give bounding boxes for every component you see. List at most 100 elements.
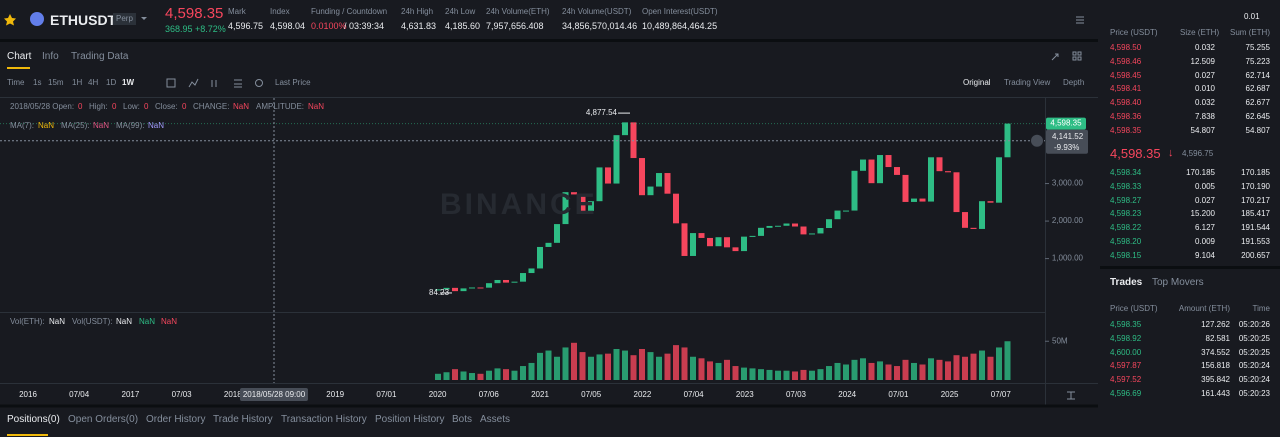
price-type[interactable]: Last Price: [275, 78, 311, 87]
candle: [826, 219, 832, 229]
candle: [928, 157, 934, 202]
volume-bar: [809, 370, 815, 380]
bottom-tab[interactable]: Order History: [146, 414, 206, 425]
legend-value: 0: [182, 102, 187, 111]
volume-bar: [545, 350, 552, 380]
candle: [953, 172, 960, 213]
volume-bar: [520, 366, 526, 380]
candle: [588, 201, 594, 211]
candle: [945, 171, 951, 173]
bottom-tab[interactable]: Position History: [375, 414, 445, 425]
candle: [724, 237, 730, 248]
bottom-bar: [0, 406, 1098, 437]
bottom-tab[interactable]: Bots: [452, 414, 473, 425]
order-book-panel: [1100, 0, 1280, 437]
bid-cell: 191.553: [1241, 237, 1270, 246]
ask-cell: 62.645: [1245, 112, 1270, 121]
candle: [707, 237, 713, 247]
trades-tab[interactable]: Top Movers: [1152, 277, 1204, 288]
bid-cell: 4,598.23: [1110, 209, 1142, 219]
volume-bar: [494, 368, 501, 380]
bottom-tab[interactable]: Open Orders(0): [68, 414, 139, 425]
volume-bar: [460, 371, 467, 380]
volume-bar: [1004, 341, 1011, 380]
bottom-tab[interactable]: Transaction History: [281, 414, 367, 425]
bid-cell: 170.190: [1241, 181, 1270, 191]
trade-cell: 05:20:23: [1238, 389, 1270, 398]
trade-cell: 05:20:25: [1238, 347, 1270, 357]
volume-bar: [902, 359, 909, 380]
favorite-star[interactable]: [4, 14, 16, 26]
candle: [911, 198, 917, 202]
candle: [435, 289, 441, 291]
volume-bar: [647, 352, 654, 380]
trades-tab[interactable]: Trades: [1110, 277, 1143, 288]
volume-bar: [477, 373, 484, 380]
x-tick-label: 07/06: [479, 390, 500, 399]
legend-value: NaN: [93, 121, 110, 130]
candle: [766, 225, 773, 228]
interval[interactable]: 4H: [88, 78, 99, 87]
candle: [630, 122, 637, 159]
volume-bar: [894, 366, 900, 380]
ask-cell: 4,598.41: [1110, 84, 1142, 94]
interval[interactable]: 1W: [122, 78, 134, 87]
view-option[interactable]: Depth: [1063, 78, 1085, 87]
x-tick-label: 2017: [122, 390, 140, 399]
bottom-tab[interactable]: Positions(0): [7, 414, 60, 425]
candle: [622, 122, 628, 136]
x-tick-label: 2023: [736, 390, 754, 399]
volume-bar: [732, 366, 739, 380]
trade-cell: 4,598.35: [1110, 320, 1142, 329]
stat-value: 4,631.83: [401, 21, 437, 31]
tick-size[interactable]: 0.01: [1244, 12, 1260, 21]
bid-cell: 191.544: [1241, 223, 1270, 233]
chart-tab[interactable]: Info: [42, 51, 59, 62]
volume-bar: [554, 356, 560, 380]
candle: [545, 242, 552, 247]
volume-bar: [826, 366, 832, 380]
x-tick-label: 2025: [941, 390, 959, 399]
candle: [477, 287, 484, 289]
volume-bar: [919, 364, 926, 380]
candle: [664, 173, 671, 194]
candle: [460, 288, 467, 292]
candle: [800, 226, 807, 235]
mid-price: 4,598.35: [1110, 146, 1161, 161]
chart-tab[interactable]: Chart: [7, 51, 32, 62]
book-header: Sum (ETH): [1230, 28, 1270, 37]
x-tick-label: 2018: [224, 390, 242, 399]
ask-cell: 4,598.35: [1110, 125, 1142, 135]
bid-cell: 4,598.22: [1110, 223, 1142, 233]
interval[interactable]: 1s: [33, 78, 42, 87]
interval[interactable]: 15m: [48, 78, 64, 87]
crosshair-time: 2018/05/28 09:00: [243, 390, 306, 399]
dropdown-icon[interactable]: [141, 17, 147, 20]
ask-cell: 12.509: [1190, 56, 1215, 66]
x-tick-label: 07/04: [69, 390, 90, 399]
candle: [647, 186, 654, 196]
bottom-tab[interactable]: Assets: [480, 414, 511, 425]
bottom-tab[interactable]: Trade History: [213, 414, 273, 425]
book-header: Size (ETH): [1180, 28, 1220, 37]
candle: [758, 227, 764, 236]
legend-label: Close:: [155, 102, 178, 111]
volume-bar: [435, 373, 441, 380]
view-option[interactable]: Original: [963, 78, 991, 87]
candle: [520, 273, 526, 282]
candle: [851, 170, 858, 211]
view-option[interactable]: Trading View: [1004, 78, 1051, 87]
chart-tab[interactable]: Trading Data: [71, 51, 129, 62]
x-tick-label: 2024: [838, 390, 856, 399]
interval[interactable]: 1D: [106, 78, 117, 87]
candle: [613, 135, 620, 184]
crosshair-change: -9.93%: [1054, 143, 1079, 152]
symbol[interactable]: ETHUSDT: [50, 12, 117, 28]
legend-label: 2018/05/28 Open:: [10, 102, 75, 111]
candle: [656, 173, 662, 187]
x-tick-label: 2022: [634, 390, 652, 399]
stat-label: 24h Volume(USDT): [562, 7, 632, 16]
interval[interactable]: 1H: [72, 78, 83, 87]
toolbar-icons[interactable]: [166, 16, 1084, 400]
volume-bar: [673, 345, 679, 380]
